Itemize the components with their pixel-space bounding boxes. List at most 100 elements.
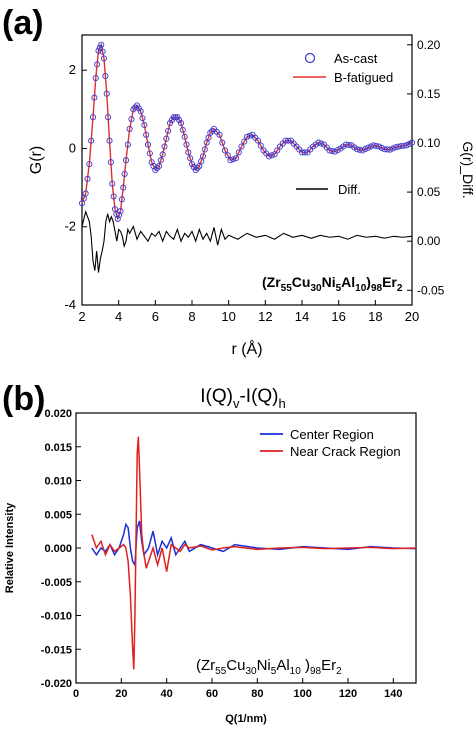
- plot-a-xtick-label: 20: [405, 309, 419, 324]
- series-as-cast-point: [265, 153, 273, 160]
- plot-a-ytick-right-label: 0.15: [417, 87, 441, 101]
- series-as-cast-point: [121, 170, 128, 177]
- series-as-cast-point: [170, 114, 177, 121]
- series-diff-line: [81, 209, 413, 273]
- series-as-cast-point: [165, 127, 172, 134]
- plot-a-ytick-right-label: 0.05: [417, 185, 441, 199]
- plot-b-ytick-label: -0.005: [41, 577, 72, 589]
- plot-a-ylabel-right: G(r)_Diff.: [460, 141, 474, 198]
- plot-a-xtick-label: 8: [188, 309, 195, 324]
- series-as-cast-point: [144, 141, 152, 148]
- plot-b-ytick-label: -0.010: [41, 611, 72, 623]
- series-as-cast-point: [92, 74, 99, 82]
- series-as-cast-point: [94, 61, 101, 68]
- plot-b-xtick-label: 0: [73, 688, 79, 700]
- legend-nearcrack-label: Near Crack Region: [290, 444, 401, 459]
- plot-b-xtick-label: 40: [161, 688, 173, 700]
- series-as-cast-point: [143, 131, 150, 138]
- series-as-cast-point: [232, 155, 240, 162]
- series-as-cast-point: [132, 104, 139, 111]
- series-as-cast-point: [209, 127, 216, 134]
- series-as-cast-point: [386, 146, 394, 153]
- series-as-cast-point: [154, 164, 161, 172]
- legend-diff-label: Diff.: [338, 182, 361, 197]
- plot-b-xtick-label: 140: [384, 688, 402, 700]
- series-as-cast-point: [285, 137, 292, 144]
- series-as-cast-point: [130, 106, 137, 113]
- series-as-cast-point: [95, 47, 102, 54]
- series-as-cast-point: [106, 137, 113, 144]
- series-as-cast-point: [128, 116, 135, 123]
- plot-b-xtick-label: 20: [115, 688, 127, 700]
- series-as-cast-point: [177, 119, 185, 127]
- series-as-cast-point: [373, 142, 380, 149]
- plot-b-ytick-label: -0.015: [41, 644, 72, 656]
- plot-a-series: [78, 41, 416, 273]
- series-as-cast-point: [384, 146, 391, 153]
- series-as-cast-point: [141, 121, 148, 129]
- series-as-cast-point: [82, 190, 89, 197]
- plot-b-xlabel: Q(1/nm): [225, 713, 267, 725]
- series-as-cast-point: [159, 151, 166, 158]
- series-as-cast-point: [118, 196, 125, 203]
- plot-a-composition: (Zr55Cu30Ni5Al10)98Er2: [262, 274, 403, 294]
- plot-a-ytick-right-label: 0.10: [417, 136, 441, 150]
- series-as-cast-point: [179, 126, 186, 133]
- series-as-cast-point: [146, 150, 153, 157]
- series-as-cast-point: [122, 157, 130, 164]
- plot-a-ytick-right-label: 0.20: [417, 38, 441, 52]
- series-as-cast-point: [194, 164, 201, 172]
- series-as-cast-point: [241, 138, 248, 145]
- series-as-cast-point: [84, 175, 91, 182]
- series-as-cast-point: [235, 149, 242, 156]
- legend-ascast-label: As-cast: [334, 51, 378, 66]
- series-center-region-line: [91, 520, 417, 568]
- series-as-cast-point: [243, 133, 251, 140]
- plot-a-frame: [81, 34, 413, 306]
- plot-a-ytick-left-label: -4: [64, 297, 76, 312]
- series-as-cast-point: [389, 145, 396, 152]
- series-as-cast-point: [318, 140, 325, 147]
- plot-a-ytick-right-label: 0.00: [417, 234, 441, 248]
- plot-b-ytick-label: 0.010: [44, 476, 72, 488]
- series-as-cast-point: [100, 55, 108, 62]
- series-as-cast-point: [89, 114, 97, 121]
- plot-a-ticks: 2 4 6 8 10 12 14 16 18 20 -4 -2 0 2 -0.05 0.00 0.05 0.10 0…: [64, 38, 444, 324]
- series-as-cast-point: [99, 48, 106, 55]
- plot-b-ylabel: Relative Intensity: [4, 502, 16, 593]
- plot-a-xlabel: r (Å): [231, 339, 262, 358]
- series-as-cast-point: [192, 166, 199, 174]
- plot-a-xtick-label: 18: [368, 309, 382, 324]
- plot-a-xtick-label: 4: [115, 309, 122, 324]
- series-as-cast-point: [187, 155, 194, 162]
- series-as-cast-point: [219, 139, 226, 146]
- series-near-crack-region-line: [91, 436, 417, 670]
- panel-b-label: (b): [2, 380, 45, 418]
- series-as-cast-point: [201, 146, 208, 153]
- plot-a-xtick-label: 16: [331, 309, 345, 324]
- series-as-cast-point: [181, 133, 188, 140]
- plot-b-ytick-label: 0.020: [44, 408, 72, 420]
- plot-b-xtick-label: 60: [206, 688, 218, 700]
- series-as-cast-point: [103, 90, 110, 97]
- plot-a-xtick-label: 10: [221, 309, 235, 324]
- series-as-cast-point: [116, 211, 123, 219]
- series-as-cast-point: [126, 125, 133, 132]
- plot-b-xtick-label: 100: [293, 688, 311, 700]
- series-as-cast-point: [110, 193, 117, 200]
- panel-a-label: (a): [2, 4, 44, 42]
- plot-a-ytick-right-label: -0.05: [417, 283, 445, 297]
- plot-a-xtick-label: 12: [258, 309, 272, 324]
- series-as-cast-point: [221, 147, 229, 154]
- series-as-cast-point: [301, 149, 308, 156]
- legend-center-label: Center Region: [290, 427, 374, 442]
- plot-b-ytick-label: 0.000: [44, 543, 72, 555]
- plot-b-title: I(Q)v-I(Q)h: [200, 386, 286, 411]
- series-as-cast-point: [183, 141, 190, 148]
- series-as-cast-point: [86, 161, 93, 168]
- series-as-cast-point: [400, 142, 407, 149]
- series-as-cast-point: [353, 146, 361, 153]
- series-as-cast-point: [257, 142, 264, 149]
- series-as-cast-point: [102, 73, 109, 80]
- plot-a-ytick-left-label: 2: [69, 62, 76, 77]
